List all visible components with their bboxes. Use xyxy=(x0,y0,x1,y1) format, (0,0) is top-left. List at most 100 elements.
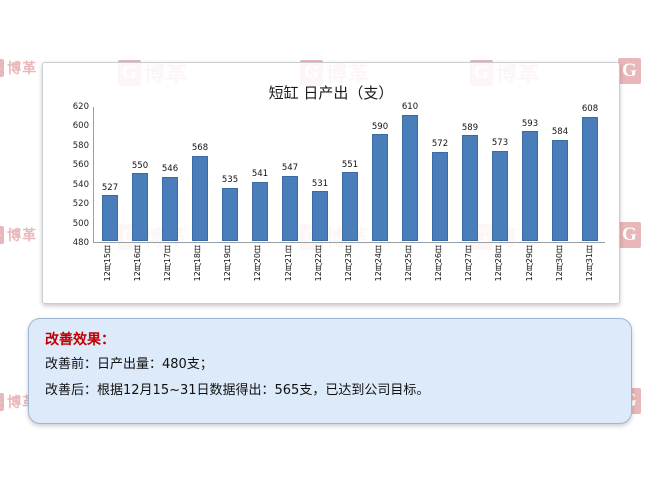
bar[interactable] xyxy=(551,139,569,241)
y-axis-tick: 560 xyxy=(72,160,89,171)
bar[interactable] xyxy=(401,114,419,241)
bar-slot: 593 xyxy=(515,107,545,241)
bar[interactable] xyxy=(161,176,179,241)
watermark: G xyxy=(618,58,641,84)
watermark-badge-icon: G xyxy=(0,59,5,77)
watermark-text: 博革 xyxy=(7,61,38,77)
x-axis-tick: 12月27日 xyxy=(455,245,485,286)
bar[interactable] xyxy=(371,134,389,241)
bar[interactable] xyxy=(521,131,539,241)
bar-slot: 573 xyxy=(485,107,515,241)
watermark-badge-icon: G xyxy=(0,393,5,411)
chart-panel: 短缸 日产出（支） 480 500 520 540 560 580 600 620 527 55… xyxy=(42,62,620,304)
x-axis-tick-label: 12月21日 xyxy=(283,245,293,282)
x-axis-tick: 12月31日 xyxy=(575,245,605,286)
bar-value-label: 546 xyxy=(161,164,179,175)
x-axis-tick-label: 12月31日 xyxy=(584,245,594,282)
bar[interactable] xyxy=(221,187,239,241)
x-axis-tick-label: 12月29日 xyxy=(524,245,534,282)
x-axis-tick: 12月29日 xyxy=(515,245,545,286)
bar-slot: 590 xyxy=(365,107,395,241)
plot-wrapper: 480 500 520 540 560 580 600 620 527 550 546 568 535… xyxy=(43,103,619,303)
bar-slot: 551 xyxy=(335,107,365,241)
x-axis-tick: 12月25日 xyxy=(394,245,424,286)
bar[interactable] xyxy=(431,151,449,241)
x-axis-tick: 12月22日 xyxy=(304,245,334,286)
x-axis-tick: 12月28日 xyxy=(485,245,515,286)
x-axis-tick-label: 12月28日 xyxy=(494,245,504,282)
bar-slot: 550 xyxy=(125,107,155,241)
bar[interactable] xyxy=(311,191,329,241)
x-axis-tick-label: 12月17日 xyxy=(163,245,173,282)
bar[interactable] xyxy=(101,195,119,241)
x-axis-tick: 12月17日 xyxy=(153,245,183,286)
y-axis-tick: 580 xyxy=(72,140,89,151)
bar[interactable] xyxy=(281,175,299,241)
x-axis-tick-label: 12月20日 xyxy=(253,245,263,282)
bar-slot: 527 xyxy=(95,107,125,241)
bar-series: 527 550 546 568 535 541 547 531 551 590 610 572 589 5… xyxy=(95,103,605,241)
bar-slot: 531 xyxy=(305,107,335,241)
bar-value-label: 572 xyxy=(431,139,449,150)
x-axis-tick: 12月15日 xyxy=(93,245,123,286)
x-axis-tick-label: 12月26日 xyxy=(434,245,444,282)
watermark: G 博革 xyxy=(0,225,37,245)
y-axis-tick: 620 xyxy=(72,101,89,112)
bar-value-label: 608 xyxy=(581,104,599,115)
watermark: G xyxy=(618,222,641,248)
improvement-effect-box: 改善效果： 改善前：日产出量：480支； 改善后：根据12月15~31日数据得出… xyxy=(28,318,632,424)
bar[interactable] xyxy=(191,155,209,241)
x-axis-tick-label: 12月27日 xyxy=(464,245,474,282)
x-axis-tick-label: 12月16日 xyxy=(132,245,142,282)
x-axis-tick: 12月19日 xyxy=(214,245,244,286)
bar[interactable] xyxy=(131,173,149,241)
x-axis-tick: 12月18日 xyxy=(183,245,213,286)
bar-value-label: 527 xyxy=(101,182,119,193)
bar-value-label: 551 xyxy=(341,159,359,170)
watermark-badge-icon: G xyxy=(618,222,641,248)
bar[interactable] xyxy=(581,116,599,241)
x-axis-tick: 12月23日 xyxy=(334,245,364,286)
y-axis-tick: 600 xyxy=(72,121,89,132)
bar[interactable] xyxy=(461,135,479,241)
watermark-badge-icon: G xyxy=(618,58,641,84)
x-axis-tick-label: 12月23日 xyxy=(343,245,353,282)
y-axis-tick: 500 xyxy=(72,218,89,229)
y-axis: 480 500 520 540 560 580 600 620 xyxy=(57,103,91,247)
bar-value-label: 541 xyxy=(251,169,269,180)
x-axis-tick: 12月21日 xyxy=(274,245,304,286)
bar[interactable] xyxy=(491,150,509,241)
bar-value-label: 593 xyxy=(521,118,539,129)
bar-slot: 541 xyxy=(245,107,275,241)
x-axis-tick-label: 12月15日 xyxy=(102,245,112,282)
x-axis-tick-label: 12月19日 xyxy=(223,245,233,282)
bar-slot: 610 xyxy=(395,103,425,241)
effect-after-line: 改善后：根据12月15~31日数据得出：565支，已达到公司目标。 xyxy=(45,382,430,398)
bar-slot: 572 xyxy=(425,107,455,241)
bar-slot: 547 xyxy=(275,107,305,241)
x-axis: 12月15日 12月16日 12月17日 12月18日 12月19日 12月20日 12月2… xyxy=(93,245,605,286)
bar-slot: 568 xyxy=(185,107,215,241)
watermark-text: 博革 xyxy=(7,228,38,244)
bar-value-label: 547 xyxy=(281,163,299,174)
bar-value-label: 610 xyxy=(401,102,419,113)
bar-value-label: 590 xyxy=(371,121,389,132)
bar-value-label: 584 xyxy=(551,127,569,138)
y-axis-tick: 520 xyxy=(72,198,89,209)
effect-title: 改善效果： xyxy=(45,332,115,348)
y-axis-tick: 480 xyxy=(72,237,89,248)
x-axis-tick-label: 12月24日 xyxy=(373,245,383,282)
bar[interactable] xyxy=(251,181,269,241)
x-axis-tick-label: 12月25日 xyxy=(404,245,414,282)
bar-value-label: 589 xyxy=(461,122,479,133)
watermark-badge-icon: G xyxy=(0,226,5,244)
bar-slot: 535 xyxy=(215,107,245,241)
x-axis-tick: 12月24日 xyxy=(364,245,394,286)
bar-slot: 546 xyxy=(155,107,185,241)
x-axis-tick: 12月16日 xyxy=(123,245,153,286)
bar-slot: 608 xyxy=(575,104,605,241)
x-axis-tick-label: 12月18日 xyxy=(193,245,203,282)
effect-before-line: 改善前：日产出量：480支； xyxy=(45,357,213,372)
y-axis-tick: 540 xyxy=(72,179,89,190)
bar[interactable] xyxy=(341,172,359,241)
